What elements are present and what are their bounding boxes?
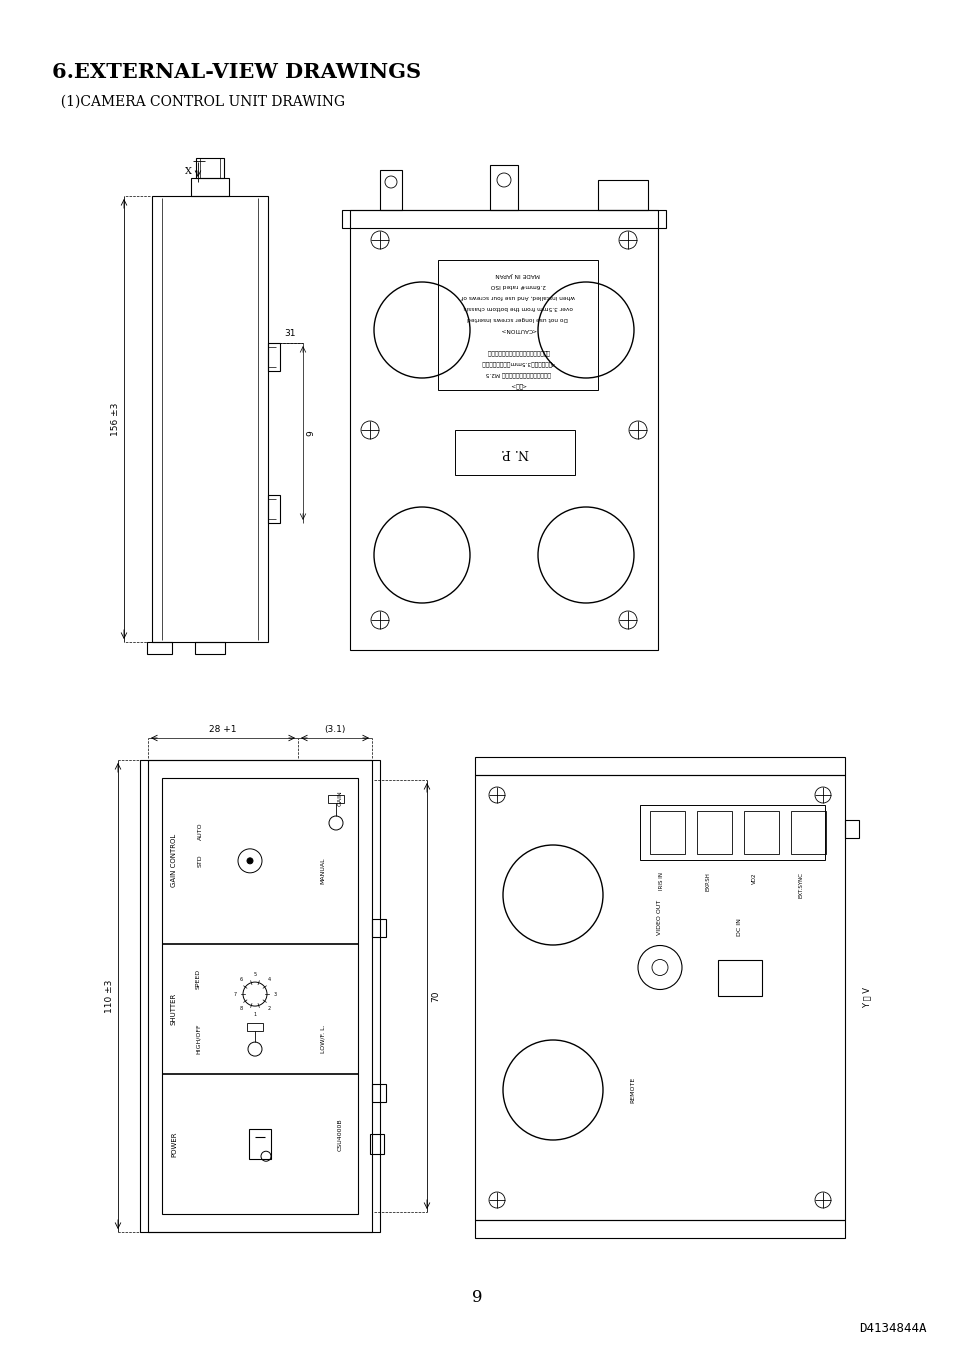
Text: <CAUTION>: <CAUTION> xyxy=(499,327,536,332)
Text: Y 製 V: Y 製 V xyxy=(862,988,871,1008)
Text: 2: 2 xyxy=(267,1005,271,1011)
Bar xyxy=(490,165,517,209)
Text: 3: 3 xyxy=(274,992,276,997)
Text: 6.EXTERNAL-VIEW DRAWINGS: 6.EXTERNAL-VIEW DRAWINGS xyxy=(52,62,420,82)
Text: CSU4000B: CSU4000B xyxy=(337,1117,342,1151)
Text: (3.1): (3.1) xyxy=(324,725,345,734)
Text: 28 +1: 28 +1 xyxy=(209,725,236,734)
Text: 4本付属，より3.5mm以上の固定ネジで: 4本付属，より3.5mm以上の固定ネジで xyxy=(480,359,555,366)
Bar xyxy=(152,196,268,642)
Bar xyxy=(639,805,824,861)
Text: 110 ±3: 110 ±3 xyxy=(105,979,113,1013)
Text: over 3.5mm from the bottom chassis: over 3.5mm from the bottom chassis xyxy=(463,305,572,309)
Bar xyxy=(475,775,844,1220)
Text: 9: 9 xyxy=(471,1289,482,1306)
Text: HIGH/OFF: HIGH/OFF xyxy=(195,1024,200,1054)
Bar xyxy=(598,180,647,209)
Text: EXP.SH: EXP.SH xyxy=(705,871,710,890)
Text: 70: 70 xyxy=(431,990,439,1001)
Circle shape xyxy=(247,858,253,863)
Text: GAIN: GAIN xyxy=(337,790,342,807)
Text: AUTO: AUTO xyxy=(197,821,202,840)
Text: ください。ないで緩め包まずを本体底板: ください。ないで緩め包まずを本体底板 xyxy=(486,349,549,354)
Bar xyxy=(743,811,779,854)
Bar xyxy=(437,259,598,390)
Bar xyxy=(140,761,379,1232)
Bar xyxy=(844,820,858,838)
Bar xyxy=(649,811,684,854)
Text: LOW/F. L.: LOW/F. L. xyxy=(320,1025,325,1054)
Bar xyxy=(247,1023,263,1031)
Text: VIDEO OUT: VIDEO OUT xyxy=(657,900,661,935)
Bar xyxy=(249,1129,271,1159)
Bar xyxy=(268,494,280,523)
Bar xyxy=(147,642,172,654)
Text: 8: 8 xyxy=(239,1005,242,1011)
Bar xyxy=(194,642,225,654)
Text: REMOTE: REMOTE xyxy=(630,1077,635,1104)
Text: X: X xyxy=(184,168,192,177)
Text: D4134844A: D4134844A xyxy=(859,1321,925,1335)
Text: 31: 31 xyxy=(284,330,295,338)
Bar xyxy=(195,158,224,178)
Bar xyxy=(372,1085,386,1102)
Text: N. P.: N. P. xyxy=(500,446,529,459)
Bar xyxy=(191,178,229,196)
Text: 156 ±3: 156 ±3 xyxy=(111,403,120,435)
Text: MADE IN JAPAN: MADE IN JAPAN xyxy=(496,272,539,277)
Text: SPEED: SPEED xyxy=(195,969,200,989)
Text: DC IN: DC IN xyxy=(737,919,741,936)
Text: Do not use longer screws inserted: Do not use longer screws inserted xyxy=(467,316,568,322)
Text: VD2: VD2 xyxy=(751,871,757,884)
Bar xyxy=(475,757,844,775)
Text: 2.6mm# rated ISO: 2.6mm# rated ISO xyxy=(490,282,545,288)
Bar xyxy=(328,794,344,802)
Bar xyxy=(718,959,761,996)
Bar xyxy=(475,1220,844,1238)
Bar xyxy=(455,430,575,476)
Text: EXT.SYNC: EXT.SYNC xyxy=(798,871,802,898)
Text: 6: 6 xyxy=(239,977,242,982)
Text: 1: 1 xyxy=(253,1012,256,1016)
Text: STD: STD xyxy=(197,855,202,867)
Text: 5: 5 xyxy=(253,971,256,977)
Text: when installed, And use four screws of: when installed, And use four screws of xyxy=(460,295,575,299)
Bar xyxy=(372,919,386,936)
Text: (1)CAMERA CONTROL UNIT DRAWING: (1)CAMERA CONTROL UNIT DRAWING xyxy=(52,95,345,109)
Bar xyxy=(350,209,658,650)
Bar xyxy=(379,170,401,209)
Text: 本装置を底板に固定するときは M2.5: 本装置を底板に固定するときは M2.5 xyxy=(485,372,550,377)
Bar xyxy=(370,1135,384,1154)
Text: 9: 9 xyxy=(306,430,314,436)
Text: 7: 7 xyxy=(233,992,236,997)
Text: MANUAL: MANUAL xyxy=(320,858,325,884)
Bar xyxy=(148,761,372,1232)
Text: GAIN CONTROL: GAIN CONTROL xyxy=(171,834,177,888)
Bar xyxy=(162,778,357,1215)
Bar xyxy=(268,343,280,372)
Text: 4: 4 xyxy=(267,977,271,982)
Bar xyxy=(791,811,825,854)
Text: <注意>: <注意> xyxy=(509,382,526,388)
Text: SHUTTER: SHUTTER xyxy=(171,993,177,1025)
Bar xyxy=(697,811,731,854)
Text: IRIS IN: IRIS IN xyxy=(659,871,664,890)
Text: POWER: POWER xyxy=(171,1132,177,1156)
Bar xyxy=(341,209,665,228)
